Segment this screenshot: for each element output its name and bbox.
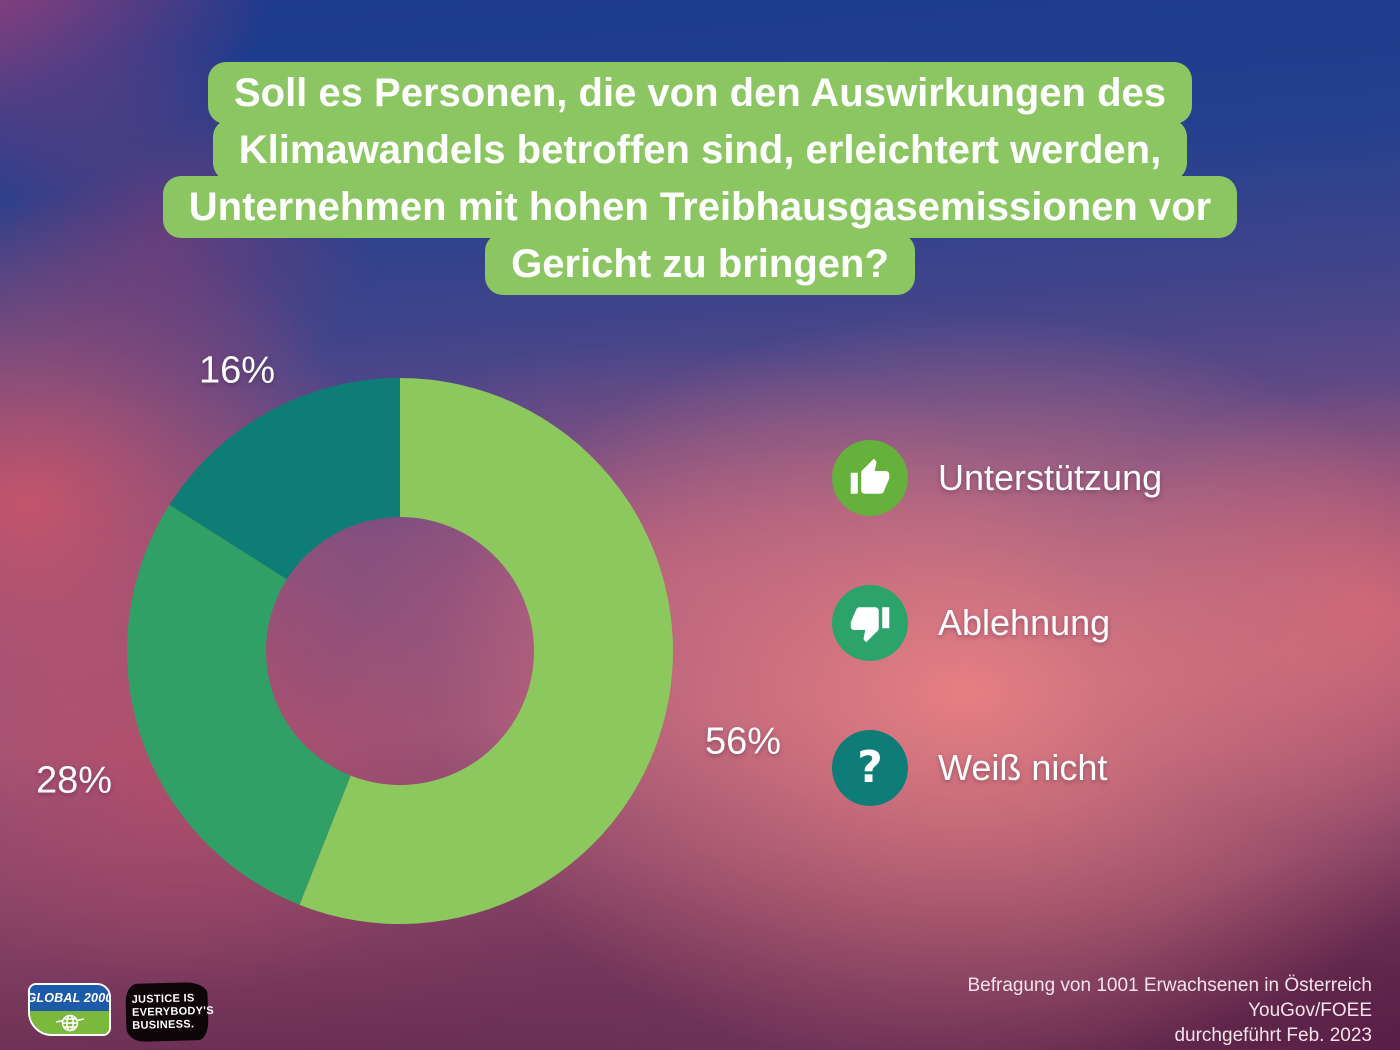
survey-source-note: Befragung von 1001 Erwachsenen in Österr… <box>967 973 1372 1048</box>
source-line-3: durchgeführt Feb. 2023 <box>1174 1025 1372 1046</box>
donut-chart <box>120 371 680 931</box>
thumbs-down-icon <box>832 585 908 661</box>
donut-label-weiss-nicht: 16% <box>198 349 276 392</box>
donut-segment-2 <box>127 504 351 905</box>
legend-label-weiss-nicht: Weiß nicht <box>938 747 1108 788</box>
question-title: Soll es Personen, die von den Auswirkung… <box>0 62 1400 295</box>
donut-segment-1 <box>299 378 673 925</box>
title-line-2: Klimawandels betroffen sind, erleichtert… <box>212 119 1188 181</box>
title-line-4: Gericht zu bringen? <box>485 233 915 295</box>
justice-is-everybodys-business-logo: JUSTICE IS EVERYBODY'S BUSINESS. <box>125 981 214 1043</box>
legend-label-ablehnung: Ablehnung <box>938 602 1111 643</box>
donut-label-ablehnung: 28% <box>35 759 113 802</box>
donut-segment-3 <box>169 378 400 580</box>
donut-label-unterstuetzung: 56% <box>704 720 782 763</box>
legend-label-unterstuetzung: Unterstützung <box>938 457 1163 498</box>
legend-item-ablehnung: Ablehnung <box>832 585 1110 661</box>
legend-item-unterstuetzung: Unterstützung <box>832 440 1162 516</box>
title-line-3: Unternehmen mit hohen Treibhausgasemissi… <box>162 176 1238 238</box>
globe-icon <box>55 1014 84 1031</box>
source-line-1: Befragung von 1001 Erwachsenen in Österr… <box>967 975 1372 996</box>
title-line-1: Soll es Personen, die von den Auswirkung… <box>207 62 1193 124</box>
global-2000-logo: GLOBAL 2000 <box>28 983 111 1036</box>
source-line-2: YouGov/FOEE <box>1248 1000 1372 1021</box>
donut-chart-svg <box>127 378 673 925</box>
question-mark-icon: ? <box>832 730 908 806</box>
thumbs-up-icon <box>832 440 908 516</box>
legend-item-weiss-nicht: ? Weiß nicht <box>832 730 1107 806</box>
global-2000-logo-text: GLOBAL 2000 <box>28 991 111 1005</box>
